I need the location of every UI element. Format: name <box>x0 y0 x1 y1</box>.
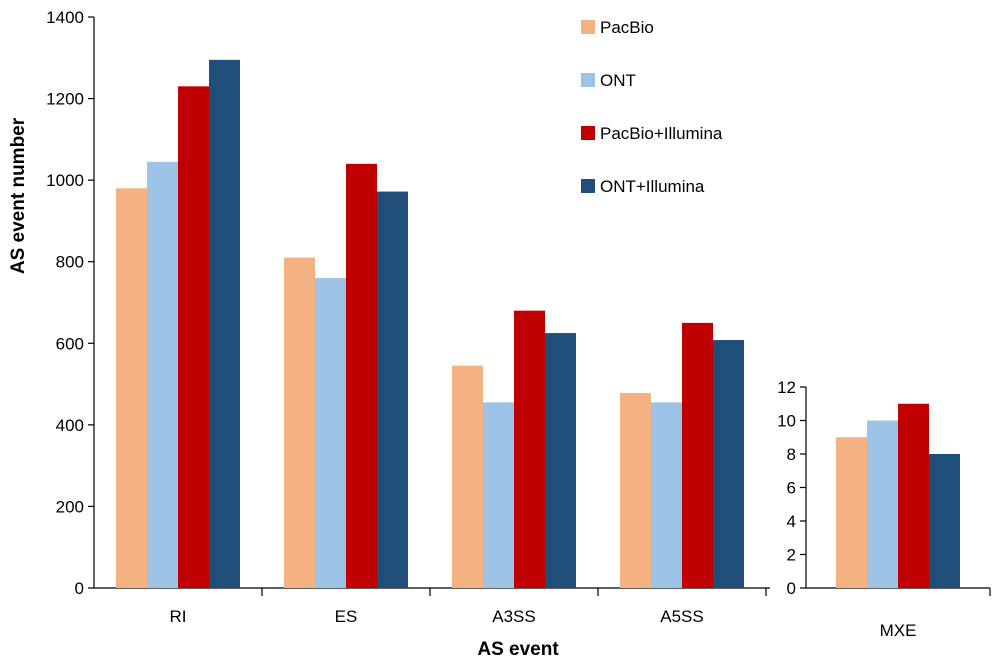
bar-a5ss-ont <box>651 402 682 588</box>
bar-a5ss-pacbio-illumina <box>682 322 713 588</box>
bar-a3ss-ont-illumina <box>545 333 576 588</box>
bar-mxe-ont <box>867 420 898 588</box>
bar-es-pacbio-illumina <box>346 163 377 589</box>
bar-mxe-pacbio-illumina <box>898 403 929 588</box>
category-label-a3ss: A3SS <box>492 607 535 626</box>
legend-label-pacbio: PacBio <box>600 18 654 37</box>
y-tick-label: 4 <box>787 512 796 531</box>
y-tick-label: 1000 <box>46 171 84 190</box>
y-tick-label: 12 <box>777 378 796 397</box>
bar-a5ss-pacbio <box>620 393 651 588</box>
legend-label-pacbio-illumina: PacBio+Illumina <box>600 124 723 143</box>
category-label-es: ES <box>335 607 358 626</box>
category-label-a5ss: A5SS <box>660 607 703 626</box>
legend-label-ont-illumina: ONT+Illumina <box>600 177 705 196</box>
y-tick-label: 10 <box>777 412 796 431</box>
y-tick-label: 200 <box>56 497 84 516</box>
y-tick-label: 6 <box>787 479 796 498</box>
legend-swatch-ont-illumina <box>581 179 595 193</box>
bar-mxe-ont-illumina <box>929 454 960 588</box>
bar-es-ont-illumina <box>377 191 408 588</box>
legend: PacBio ONT PacBio+Illumina ONT+Illumina <box>581 18 723 196</box>
mxe-panel: 0 2 4 6 8 10 12 MXE <box>777 378 991 640</box>
legend-swatch-ont <box>581 73 595 87</box>
y-tick-label: 0 <box>75 579 84 598</box>
category-label-ri: RI <box>170 607 187 626</box>
main-panel: 0 200 400 600 800 1000 1200 1400 RI ES A3SS A5SS <box>46 8 770 626</box>
y-tick-label: 800 <box>56 253 84 272</box>
x-axis-title: AS event <box>477 639 559 660</box>
y-tick-label: 0 <box>787 579 796 598</box>
bar-ri-ont <box>147 161 178 588</box>
bar-a3ss-pacbio <box>452 365 483 588</box>
bar-mxe-pacbio <box>836 437 867 588</box>
bar-a3ss-pacbio-illumina <box>514 310 545 588</box>
legend-swatch-pacbio <box>581 20 595 34</box>
y-tick-label: 1400 <box>46 8 84 27</box>
bar-a5ss-ont-illumina <box>713 340 744 588</box>
bar-ri-pacbio-illumina <box>178 86 209 588</box>
bar-a3ss-ont <box>483 402 514 588</box>
y-tick-label: 600 <box>56 334 84 353</box>
y-tick-label: 8 <box>787 445 796 464</box>
y-tick-label: 400 <box>56 416 84 435</box>
y-tick-label: 1200 <box>46 90 84 109</box>
bar-ri-pacbio <box>116 188 147 589</box>
category-label-mxe: MXE <box>880 621 917 640</box>
y-tick-label: 2 <box>787 546 796 565</box>
bar-ri-ont-illumina <box>209 59 240 588</box>
bar-es-ont <box>315 278 346 588</box>
legend-label-ont: ONT <box>600 71 636 90</box>
legend-swatch-pacbio-illumina <box>581 126 595 140</box>
y-axis-title: AS event number <box>8 117 29 274</box>
bar-es-pacbio <box>284 257 315 588</box>
